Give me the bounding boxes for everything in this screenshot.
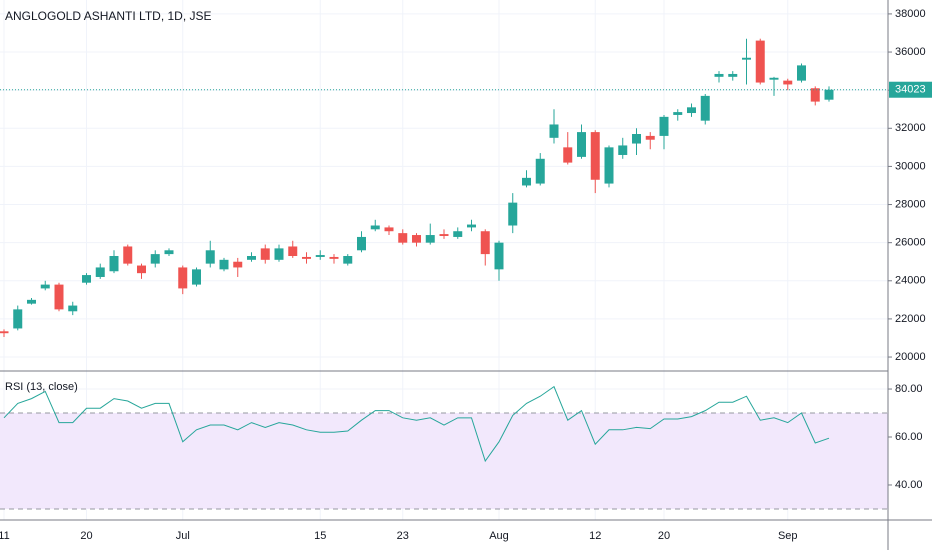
candle-body [577, 132, 586, 157]
candle-body [54, 284, 64, 310]
candle-body [398, 233, 408, 243]
candle-body [13, 309, 23, 329]
y-tick-label: 30000 [895, 160, 926, 172]
candle-body [714, 73, 724, 77]
x-tick-label: 20 [658, 530, 670, 542]
candle-body [412, 235, 421, 243]
y-tick-label: 80.00 [895, 383, 923, 395]
candle-body [137, 265, 146, 274]
candle-body [659, 116, 669, 136]
candle-body [329, 256, 339, 259]
candle-body [728, 73, 738, 77]
candle-body [494, 242, 504, 270]
candle-body [274, 248, 284, 260]
x-tick-label: 23 [397, 530, 409, 542]
y-tick-label: 26000 [895, 237, 926, 249]
y-tick-label: 24000 [895, 275, 926, 287]
candle-body [82, 275, 91, 283]
candle-body [260, 248, 270, 260]
candle-body [797, 65, 806, 81]
y-tick-label: 60.00 [895, 431, 923, 443]
x-tick-label: Aug [489, 530, 509, 542]
candle-body [590, 132, 600, 180]
candle-body [192, 269, 201, 285]
candle-body [109, 256, 119, 272]
candle-body [439, 234, 449, 236]
candle-body [632, 134, 641, 144]
candle-body [673, 112, 683, 115]
candle-body [40, 284, 50, 289]
candle-body [522, 177, 531, 186]
y-tick-label: 36000 [895, 46, 926, 58]
candle-body [480, 231, 490, 255]
candle-body [123, 246, 133, 264]
candle-body [755, 40, 765, 83]
candle-body [604, 147, 614, 184]
x-tick-label: 12 [589, 530, 601, 542]
last-price-box [889, 81, 932, 98]
y-tick-label: 20000 [895, 351, 926, 363]
x-tick-label: Sep [778, 530, 798, 542]
chart-title: ANGLOGOLD ASHANTI LTD, 1D, JSE [5, 9, 212, 23]
candle-body [357, 236, 366, 251]
last-price-label: 34023 [895, 84, 926, 96]
y-tick-label: 22000 [895, 313, 926, 325]
candle-body [618, 145, 628, 155]
candle-body [425, 235, 435, 243]
candle-body [783, 80, 793, 85]
axes: 11 20 Jul 15 23 Aug 12 20 Sep 20000 22000 24000 2600… [0, 8, 932, 542]
candle-body [467, 224, 476, 228]
x-tick-label: Jul [176, 530, 190, 542]
candle-body [95, 267, 105, 277]
candle-body [247, 256, 256, 260]
candle-body [645, 135, 655, 140]
y-tick-label: 38000 [895, 8, 926, 20]
candle-body [453, 231, 463, 237]
candle-body [742, 57, 751, 60]
rsi-line [3, 385, 830, 463]
candle-body [68, 305, 78, 312]
candle-body [824, 89, 834, 100]
grid [0, 0, 888, 520]
candle-body [178, 267, 188, 289]
candle-body [508, 202, 518, 226]
x-tick-label: 20 [80, 530, 92, 542]
candle-body [535, 158, 545, 184]
candle-body [769, 77, 779, 80]
y-tick-label: 28000 [895, 198, 926, 210]
candle-body [233, 261, 243, 268]
candle-body [164, 250, 174, 255]
candle-body [315, 255, 325, 257]
candle-body [687, 107, 696, 114]
candle-body [549, 124, 559, 138]
candle-body [27, 299, 36, 304]
rsi-title: RSI (13, close) [5, 381, 78, 393]
candle-body [384, 227, 394, 232]
candle-body [0, 331, 9, 334]
y-tick-label: 40.00 [895, 479, 923, 491]
candle-body [700, 95, 710, 121]
candle-body [370, 225, 380, 230]
x-tick-label: 15 [314, 530, 326, 542]
candle-body [343, 256, 353, 264]
candle-body [810, 88, 820, 102]
rsi-band [0, 413, 888, 509]
candle-body [150, 254, 160, 264]
plot [0, 38, 888, 463]
x-tick-label: 11 [0, 530, 10, 542]
candle-body [219, 259, 229, 270]
y-tick-label: 32000 [895, 122, 926, 134]
candle-body [563, 147, 573, 163]
candle-body [288, 246, 298, 257]
candle-body [302, 256, 311, 259]
candle-body [205, 250, 215, 264]
